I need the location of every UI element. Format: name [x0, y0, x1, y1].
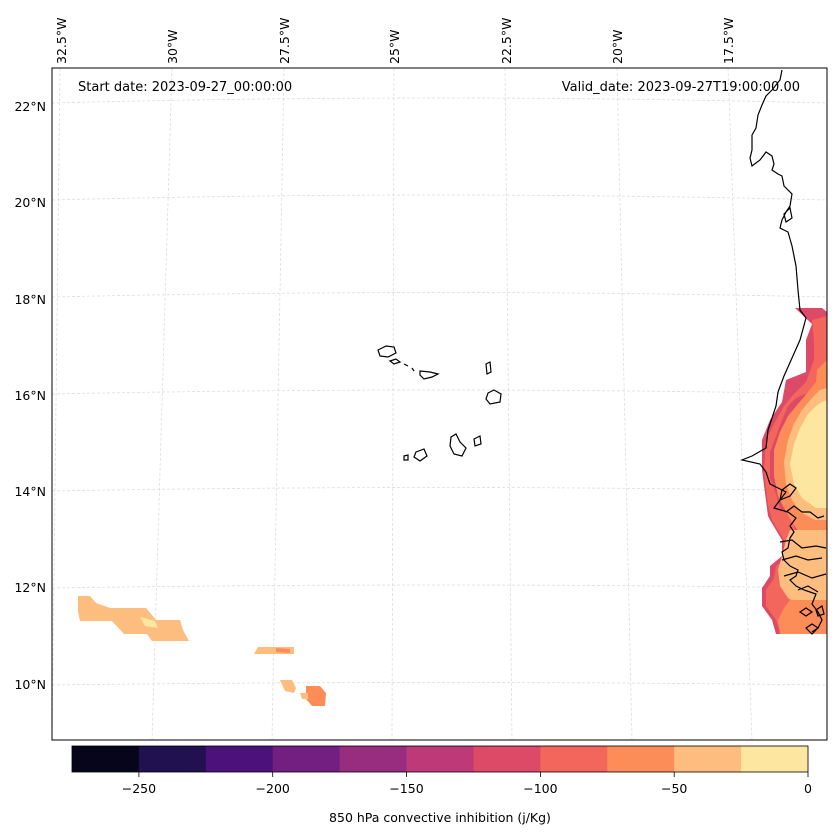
colorbar-swatch [138, 746, 207, 772]
longitude-labels: 32.5°W 30°W 27.5°W 25°W 22.5°W 20°W 17.5… [54, 18, 736, 64]
island-sal [485, 361, 492, 375]
colorbar-swatch [406, 746, 474, 772]
colorbar-swatch [741, 746, 809, 772]
colorbar-tick-label: 0 [804, 781, 812, 796]
gridline-lon-17-5 [727, 67, 753, 741]
island-maio [473, 435, 482, 447]
gridline-lon-25 [391, 67, 395, 741]
coast-island-b [815, 605, 825, 617]
colorbar-swatch [607, 746, 675, 772]
coast-bissau-a [779, 483, 797, 501]
colorbar-label: 850 hPa convective inhibition (j/Kg) [329, 810, 551, 825]
coast-estuary-a [779, 539, 827, 549]
coast-estuary-b [781, 555, 823, 561]
africa-coast [739, 69, 823, 633]
colorbar-swatch [72, 746, 140, 772]
colorbar-swatch [674, 746, 742, 772]
coast-island-c [805, 623, 819, 635]
coast-peninsula [783, 206, 793, 223]
colorbar-tick-label: −50 [661, 781, 687, 796]
lat-label-16: 16°N [14, 388, 46, 403]
map-panel [51, 67, 828, 741]
lon-label-32-5: 32.5°W [54, 18, 69, 64]
colorbar-swatch [540, 746, 608, 772]
gridline-lat-10 [51, 682, 828, 686]
lon-label-20: 20°W [610, 29, 625, 64]
coastline [739, 69, 827, 635]
lat-label-18: 18°N [14, 292, 46, 307]
cin-patch-south-c [300, 693, 308, 699]
lat-label-10: 10°N [14, 677, 46, 692]
coast-gambia-river [785, 505, 825, 519]
colorbar: −250 −200 −150 −100 −50 0 850 hPa convec… [71, 745, 812, 825]
cin-contours [78, 308, 827, 706]
lon-label-22-5: 22.5°W [499, 18, 514, 64]
gridline-lat-18 [51, 292, 828, 298]
colorbar-frame [71, 745, 809, 773]
colorbar-tick-label: −150 [389, 781, 423, 796]
cin-patch-south-b [306, 686, 326, 706]
gridline-lon-22-5 [504, 67, 513, 741]
colorbar-tick-label: −200 [256, 781, 290, 796]
gridline-lat-12 [51, 584, 828, 589]
coast-estuary-d [797, 585, 819, 593]
colorbar-ticks [138, 772, 809, 777]
island-sao-vicente [388, 358, 402, 365]
lon-label-27-5: 27.5°W [277, 18, 292, 64]
island-islet [411, 367, 415, 372]
gridline-lon-27-5 [271, 67, 285, 741]
colorbar-swatch [473, 746, 541, 772]
graticule [51, 67, 828, 741]
colorbar-swatch [205, 746, 274, 772]
valid-date-label: Valid_date: 2023-09-27T19:00:00.00 [562, 80, 800, 95]
gridline-lon-20 [616, 67, 633, 741]
coast-estuary-c [783, 571, 827, 579]
island-santiago [449, 433, 467, 457]
island-santo-antao [377, 345, 397, 358]
gridline-lat-22 [51, 97, 828, 104]
gridline-lat-20 [51, 194, 828, 201]
cape-verde-islands [377, 345, 502, 462]
island-santa-luzia [403, 363, 409, 367]
colorbar-tick-label: −250 [122, 781, 156, 796]
island-brava [403, 454, 409, 461]
island-sao-nicolau [419, 370, 440, 380]
colorbar-swatches [72, 746, 809, 772]
cin-patch-west [78, 596, 189, 641]
gridline-lat-14 [51, 487, 828, 492]
island-boa-vista [485, 389, 502, 405]
cin-patch-south-a [280, 680, 296, 693]
lat-label-22: 22°N [14, 99, 46, 114]
colorbar-tick-label: −100 [523, 781, 557, 796]
cin-patch-mid-core [276, 648, 290, 653]
gridline-lon-32-5 [51, 67, 61, 741]
lat-label-20: 20°N [14, 195, 46, 210]
colorbar-swatch [272, 746, 341, 772]
coast-island-a [798, 607, 814, 617]
cin-region-east-core [790, 400, 827, 508]
lon-label-25: 25°W [387, 29, 402, 64]
colorbar-swatch [339, 746, 408, 772]
island-fogo [413, 448, 428, 462]
map-border [51, 67, 828, 741]
lon-label-17-5: 17.5°W [721, 18, 736, 64]
latitude-labels: 22°N 20°N 18°N 16°N 14°N 12°N 10°N [14, 99, 46, 692]
lat-label-14: 14°N [14, 484, 46, 499]
lat-label-12: 12°N [14, 580, 46, 595]
cin-region-gambia [778, 530, 827, 606]
start-date-label: Start date: 2023-09-27_00:00:00 [78, 80, 292, 95]
lon-label-30: 30°W [165, 29, 180, 64]
cin-patch-west-core [140, 617, 158, 628]
gridline-lat-16 [51, 389, 828, 395]
